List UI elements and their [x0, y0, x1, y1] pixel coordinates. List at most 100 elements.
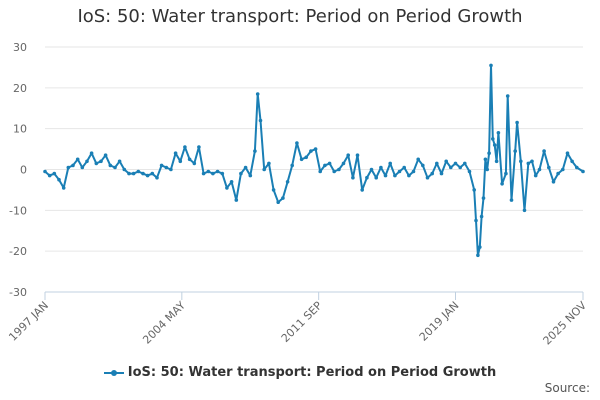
- data-point[interactable]: [75, 157, 80, 162]
- data-point[interactable]: [276, 200, 281, 204]
- data-point[interactable]: [519, 159, 523, 164]
- data-point[interactable]: [561, 167, 565, 172]
- data-point[interactable]: [94, 161, 99, 166]
- data-point[interactable]: [463, 161, 467, 166]
- data-point[interactable]: [327, 161, 332, 166]
- data-point[interactable]: [439, 171, 444, 176]
- data-point[interactable]: [211, 171, 215, 176]
- data-point[interactable]: [290, 163, 295, 168]
- data-point[interactable]: [47, 173, 52, 178]
- data-point[interactable]: [136, 169, 141, 174]
- data-point[interactable]: [225, 186, 229, 190]
- data-point[interactable]: [262, 167, 267, 172]
- data-point[interactable]: [155, 175, 159, 180]
- data-point[interactable]: [341, 161, 346, 166]
- data-point[interactable]: [393, 173, 397, 178]
- data-point[interactable]: [113, 165, 117, 170]
- data-point[interactable]: [351, 175, 355, 180]
- data-point[interactable]: [537, 167, 542, 172]
- data-point[interactable]: [281, 196, 285, 200]
- data-point[interactable]: [253, 149, 257, 153]
- legend[interactable]: IoS: 50: Water transport: Period on Peri…: [0, 365, 600, 380]
- data-point[interactable]: [369, 167, 374, 172]
- data-point[interactable]: [239, 171, 243, 176]
- data-point[interactable]: [379, 165, 383, 170]
- data-point[interactable]: [483, 157, 488, 162]
- data-point[interactable]: [99, 159, 103, 164]
- data-point[interactable]: [255, 92, 260, 96]
- data-point[interactable]: [187, 157, 192, 162]
- data-point[interactable]: [346, 153, 351, 157]
- data-point[interactable]: [243, 165, 248, 170]
- data-point[interactable]: [52, 171, 57, 176]
- data-point[interactable]: [421, 163, 425, 168]
- data-point[interactable]: [43, 169, 47, 174]
- data-point[interactable]: [108, 163, 113, 168]
- data-point[interactable]: [547, 165, 551, 170]
- data-point[interactable]: [122, 167, 127, 172]
- data-point[interactable]: [522, 208, 527, 213]
- data-point[interactable]: [299, 157, 304, 162]
- data-point[interactable]: [332, 169, 337, 174]
- data-point[interactable]: [141, 171, 145, 176]
- data-point[interactable]: [526, 161, 531, 166]
- data-point[interactable]: [304, 155, 309, 160]
- data-point[interactable]: [487, 151, 491, 155]
- data-point[interactable]: [248, 173, 253, 178]
- data-point[interactable]: [127, 171, 131, 176]
- data-point[interactable]: [80, 165, 85, 170]
- data-point[interactable]: [474, 218, 478, 223]
- data-point[interactable]: [201, 171, 206, 176]
- data-point[interactable]: [430, 171, 435, 176]
- data-point[interactable]: [295, 141, 299, 145]
- data-point[interactable]: [197, 145, 201, 149]
- data-point[interactable]: [220, 171, 225, 176]
- data-point[interactable]: [496, 131, 501, 135]
- data-point[interactable]: [388, 161, 393, 166]
- data-point[interactable]: [494, 159, 499, 164]
- data-point[interactable]: [66, 165, 71, 170]
- data-point[interactable]: [530, 159, 534, 164]
- data-point[interactable]: [258, 118, 263, 123]
- data-point[interactable]: [533, 173, 538, 178]
- data-point[interactable]: [575, 165, 579, 170]
- data-point[interactable]: [505, 94, 510, 98]
- data-point[interactable]: [504, 171, 508, 176]
- data-point[interactable]: [271, 188, 276, 192]
- data-point[interactable]: [365, 175, 369, 180]
- data-point[interactable]: [397, 169, 402, 174]
- data-point[interactable]: [323, 163, 327, 168]
- data-point[interactable]: [89, 151, 94, 155]
- data-point[interactable]: [492, 143, 497, 147]
- data-point[interactable]: [515, 120, 519, 125]
- data-point[interactable]: [565, 151, 570, 155]
- data-point[interactable]: [267, 161, 271, 166]
- data-point[interactable]: [407, 173, 411, 178]
- data-point[interactable]: [178, 159, 183, 164]
- data-point[interactable]: [453, 161, 458, 166]
- data-point[interactable]: [476, 253, 480, 258]
- data-point[interactable]: [318, 169, 323, 174]
- data-point[interactable]: [402, 165, 407, 170]
- data-point[interactable]: [500, 182, 504, 186]
- data-point[interactable]: [85, 159, 89, 164]
- data-point[interactable]: [425, 175, 430, 180]
- data-point[interactable]: [570, 159, 574, 164]
- data-point[interactable]: [164, 165, 169, 170]
- data-point[interactable]: [478, 245, 482, 249]
- data-point[interactable]: [513, 149, 517, 153]
- data-point[interactable]: [145, 173, 150, 178]
- data-point[interactable]: [467, 169, 472, 174]
- data-point[interactable]: [581, 169, 585, 174]
- data-point[interactable]: [337, 167, 341, 172]
- data-point[interactable]: [169, 167, 173, 172]
- data-point[interactable]: [481, 196, 486, 200]
- data-point[interactable]: [360, 188, 365, 192]
- data-point[interactable]: [313, 147, 318, 151]
- data-point[interactable]: [449, 165, 453, 170]
- data-point[interactable]: [103, 153, 108, 157]
- data-point[interactable]: [411, 169, 416, 174]
- data-point[interactable]: [479, 214, 484, 219]
- data-point[interactable]: [57, 177, 61, 182]
- data-point[interactable]: [551, 180, 556, 184]
